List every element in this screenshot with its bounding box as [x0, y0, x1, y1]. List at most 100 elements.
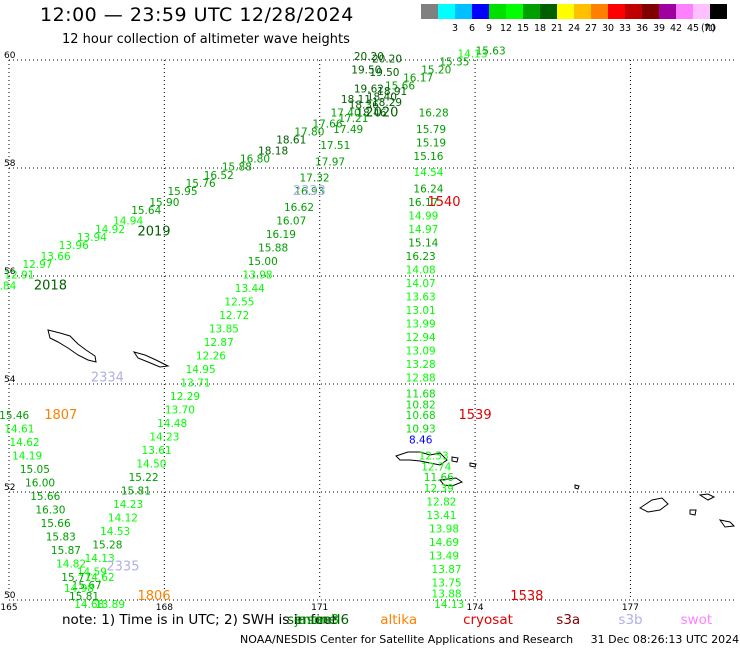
- wave-height-value: 13.94: [77, 232, 107, 244]
- wave-height-value: 14.48: [157, 418, 187, 430]
- wave-height-value: 14.08: [406, 264, 436, 276]
- map-grid: [8, 59, 734, 601]
- wave-height-value: 14.82: [56, 559, 86, 571]
- wave-height-value: 13.49: [429, 551, 459, 563]
- time-labels: 2018 2019 2020 2333 2334 2335 1540 1539 1538 1807…: [34, 106, 544, 604]
- wave-height-value: 15.16: [413, 151, 443, 163]
- pass-time-label: 2019: [137, 225, 170, 240]
- wave-height-value: 15.46: [0, 410, 30, 422]
- wave-height-value: 14.68: [74, 599, 104, 611]
- coastline-layer: [47, 329, 736, 528]
- lon-tick-label: 168: [156, 603, 173, 612]
- legend-swatch: [506, 4, 523, 19]
- lat-tick-label: 58: [4, 159, 16, 169]
- legend-swatch: [591, 4, 608, 19]
- wave-height-value: 17.97: [315, 156, 345, 168]
- wave-height-value: 15.22: [129, 472, 159, 484]
- legend-label: 70: [704, 23, 716, 34]
- wave-height-value: 15.66: [41, 518, 71, 530]
- wave-height-value: 13.70: [165, 405, 195, 417]
- legend-swatch: [710, 4, 727, 19]
- wave-height-value: 14.69: [429, 537, 459, 549]
- legend-swatch: [540, 4, 557, 19]
- wave-height-value: 14.97: [408, 224, 438, 236]
- wave-height-value: 19.50: [369, 67, 399, 79]
- wave-height-value: 13.85: [209, 324, 239, 336]
- wave-height-value: 18.40: [367, 92, 397, 104]
- page-title: 12:00 — 23:59 UTC 12/28/2024: [40, 4, 354, 26]
- legend-swatch: [625, 4, 642, 19]
- wave-height-value: 16.19: [266, 229, 296, 241]
- wave-height-value: 14.59: [77, 567, 107, 579]
- wave-height-value: 12.94: [406, 332, 436, 344]
- wave-height-value: 14.62: [10, 437, 40, 449]
- legend-label: 21: [551, 23, 563, 34]
- legend-swatch: [438, 4, 455, 19]
- wave-height-value: 15.05: [20, 464, 50, 476]
- legend-label: 30: [602, 23, 614, 34]
- footer: NOAA/NESDIS Center for Satellite Applica…: [240, 633, 739, 646]
- legend-label: 36: [636, 23, 648, 34]
- wave-height-value: 15.77: [61, 572, 91, 584]
- coastline: [132, 351, 170, 368]
- wave-height-value: 15.81: [69, 591, 99, 603]
- wave-height-value: 14.95: [186, 364, 216, 376]
- wave-height-value: 11.68: [406, 389, 436, 401]
- wave-height-value: 15.00: [248, 256, 278, 268]
- wave-height-value: 19.50: [351, 65, 381, 77]
- lat-tick-label: 56: [4, 267, 16, 277]
- legend-swatch: [472, 4, 489, 19]
- wave-height-value: 12.72: [219, 310, 249, 322]
- wave-height-value: 13.09: [406, 345, 436, 357]
- legend-label: 42: [670, 23, 682, 34]
- legend-label: 12: [500, 23, 512, 34]
- legend-label: 18: [534, 23, 546, 34]
- wave-height-value: 16.07: [276, 216, 306, 228]
- color-legend: 3 6 9 12 15 18 21 24 27 30 33 36 39 42 45 70(ft): [421, 4, 727, 34]
- note-line: note: 1) Time is in UTC; 2) SWH is in fe…: [62, 612, 712, 628]
- wave-height-value: 10.93: [406, 424, 436, 436]
- wave-height-value: 14.13: [85, 553, 115, 565]
- wave-height-value: 15.81: [121, 486, 151, 498]
- coastline: [698, 493, 716, 501]
- axis-ticks: 165 168 171 174 177 60 58 56 54 52 50: [0, 51, 639, 612]
- pass-time-label: 1540: [427, 195, 460, 210]
- legend-swatch: [659, 4, 676, 19]
- wave-height-value: 14.23: [113, 499, 143, 511]
- wave-height-value: 16.52: [204, 170, 234, 182]
- wave-height-value: 13.28: [406, 359, 436, 371]
- pass-time-label: 1806: [137, 589, 170, 604]
- wave-height-value: 11.66: [424, 472, 454, 484]
- wave-height-value: 16.30: [35, 505, 65, 517]
- wave-height-value: 18.46: [356, 108, 386, 120]
- legend-label: 9: [486, 23, 492, 34]
- legend-swatch: [489, 4, 506, 19]
- wave-height-value: 13.88: [432, 588, 462, 600]
- satellite-legend-altika: altika: [380, 612, 418, 628]
- wave-height-value: 15.88: [258, 243, 288, 255]
- legend-swatch: [642, 4, 659, 19]
- wave-height-value: 13.75: [432, 578, 462, 590]
- pass-time-label: 1539: [459, 408, 492, 423]
- legend-unit: (ft): [701, 23, 715, 34]
- lon-tick-label: 177: [622, 603, 639, 612]
- wave-height-value: 15.66: [30, 491, 60, 503]
- coastline: [639, 497, 669, 513]
- wave-height-value: 18.18: [258, 146, 288, 158]
- legend-swatch: [523, 4, 540, 19]
- legend-label: 39: [653, 23, 665, 34]
- wave-height-value: 14.19: [12, 451, 42, 463]
- legend-swatch: [676, 4, 693, 19]
- wave-height-value: 18.29: [372, 97, 402, 109]
- wave-height-value: 14.13: [457, 48, 487, 60]
- note-prefix: note: 1) Time is in UTC; 2) SWH is in fe…: [62, 612, 337, 628]
- wave-height-value: 14.94: [113, 216, 143, 228]
- wave-height-value: 14.61: [4, 424, 34, 436]
- wave-height-value: 16.93: [294, 186, 324, 198]
- legend-label: 15: [517, 23, 529, 34]
- satellite-legend-jason3: jason3: [294, 612, 340, 628]
- satellite-legend-cryosat: cryosat: [463, 612, 513, 628]
- wave-height-value: 14.99: [408, 210, 438, 222]
